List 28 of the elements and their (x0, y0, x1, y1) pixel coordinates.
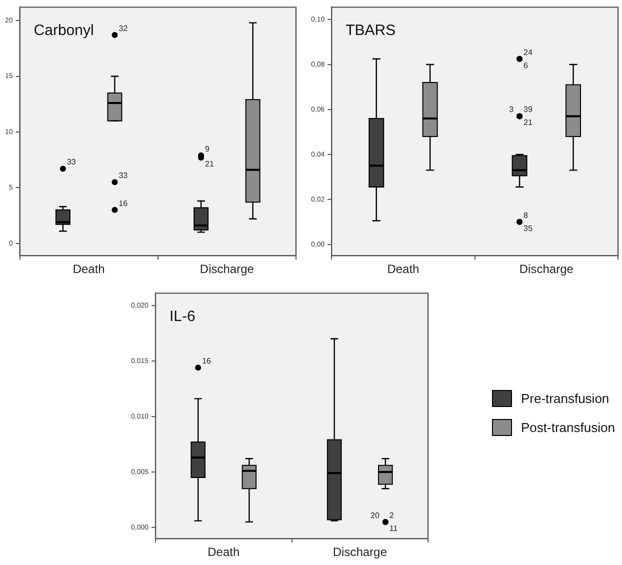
annotation: 33 (118, 171, 128, 180)
legend-label: Post-transfusion (521, 420, 615, 434)
annotation: 21 (524, 118, 534, 128)
annotation: 6 (524, 60, 529, 70)
annotation: 16 (202, 356, 212, 366)
x-tick-label: Discharge (200, 262, 254, 276)
annotation: 11 (389, 524, 398, 533)
annotation: 24 (524, 48, 534, 57)
x-tick-label: Death (387, 262, 420, 276)
text: TBARS (346, 22, 396, 39)
annotation: 20 (370, 510, 380, 520)
text: IL-6 (170, 308, 196, 325)
annotation: 21 (205, 160, 214, 169)
annotation: 16 (118, 198, 128, 208)
annotation: 2 (389, 510, 394, 520)
annotation: 9 (205, 144, 210, 154)
legend-label: Pre-transfusion (521, 390, 610, 406)
x-tick-label: Death (208, 545, 240, 560)
text: Carbonyl (34, 22, 94, 39)
annotation: 33 (66, 158, 76, 167)
annotation: 35 (524, 224, 534, 233)
annotation: 32 (118, 24, 128, 34)
x-tick-label: Discharge (519, 262, 574, 276)
annotation: 39 (524, 105, 534, 114)
annotation: 3 (509, 105, 514, 114)
annotation: 8 (524, 210, 529, 220)
x-tick-label: Discharge (332, 545, 388, 560)
x-tick-label: Death (72, 262, 105, 276)
